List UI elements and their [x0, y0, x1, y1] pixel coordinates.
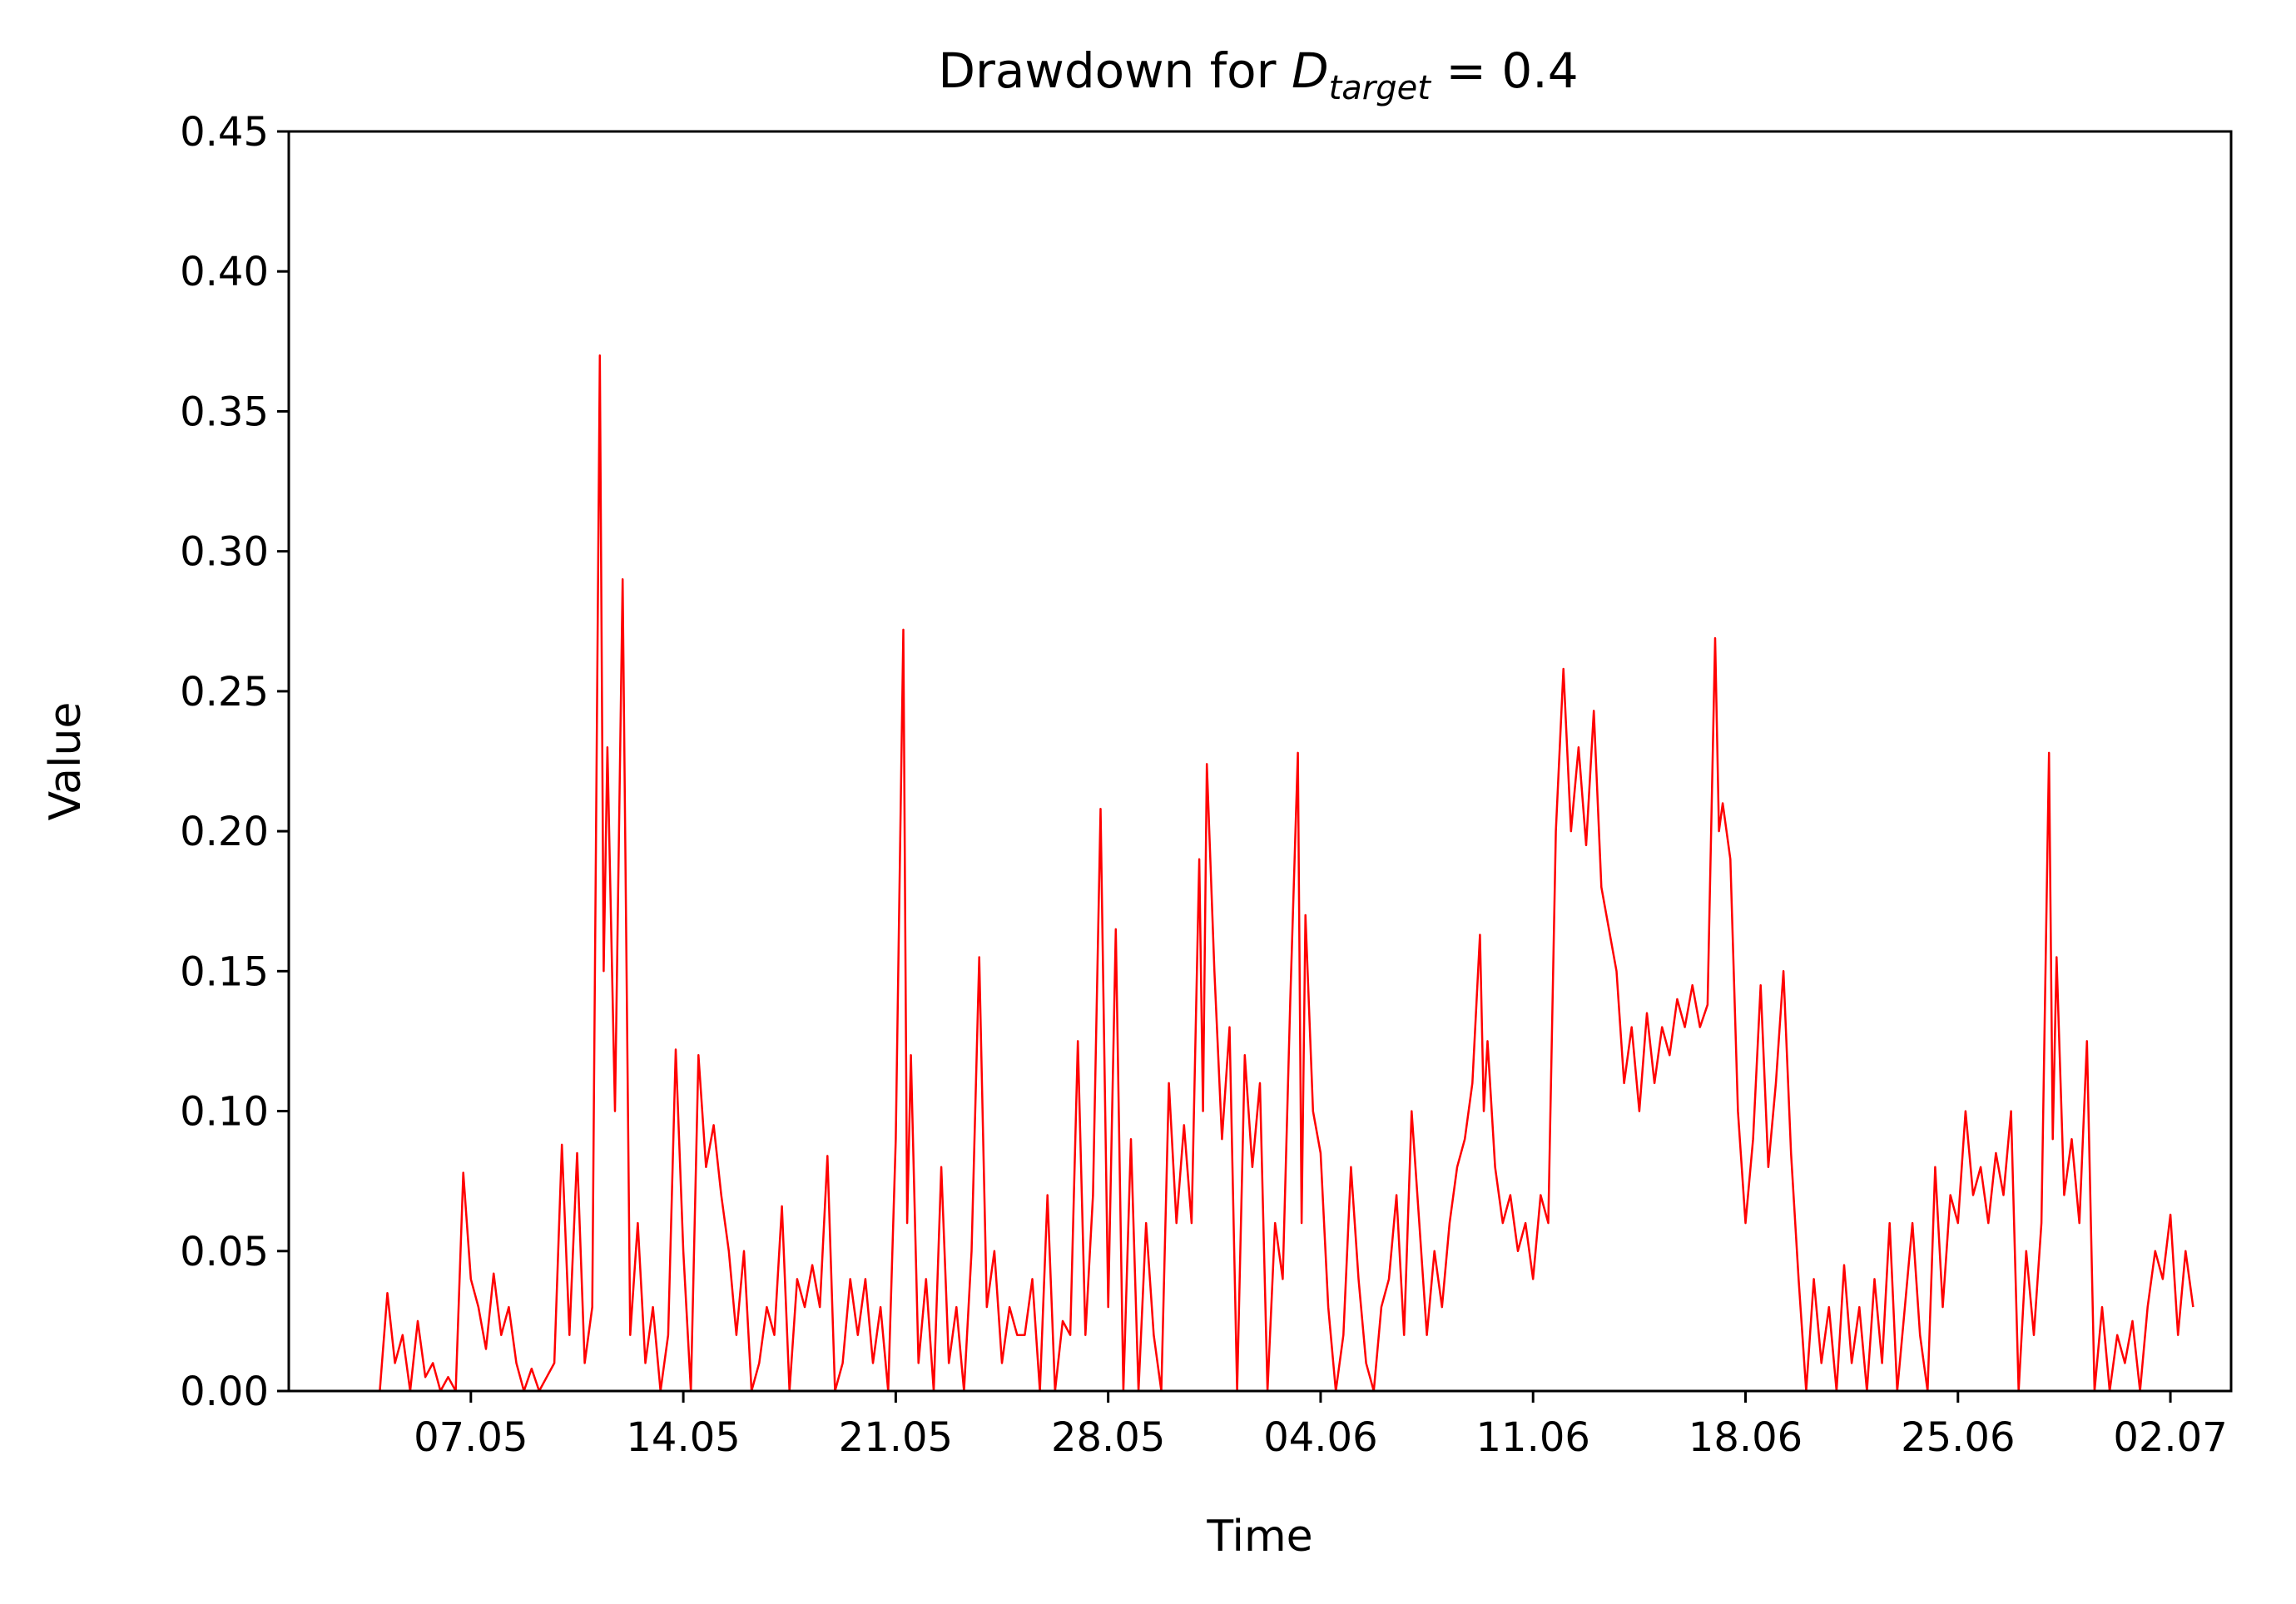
chart-title: Drawdown for Dtarget = 0.4	[938, 42, 1578, 107]
y-tick-label: 0.45	[180, 109, 269, 156]
x-tick-label: 11.06	[1476, 1414, 1590, 1461]
x-axis: 07.05 14.05 21.05 28.05 04.06 11.06 18.06 25.06…	[414, 1391, 2228, 1461]
y-tick-label: 0.10	[180, 1089, 269, 1136]
y-tick-label: 0.25	[180, 669, 269, 715]
y-tick-label: 0.20	[180, 809, 269, 855]
y-tick-label: 0.05	[180, 1229, 269, 1275]
x-tick-label: 02.07	[2113, 1414, 2227, 1461]
y-axis: 0.00 0.05 0.10 0.15 0.20 0.25 0.30 0.35 0.40 0.45	[180, 109, 289, 1415]
title-suffix: = 0.4	[1431, 42, 1579, 99]
x-tick-label: 21.05	[839, 1414, 953, 1461]
series-layer	[379, 354, 2194, 1391]
y-tick-label: 0.30	[180, 529, 269, 576]
x-tick-label: 07.05	[414, 1414, 528, 1461]
x-tick-label: 18.06	[1689, 1414, 1803, 1461]
title-symbol: D	[1292, 42, 1329, 99]
y-tick-label: 0.15	[180, 948, 269, 995]
y-tick-label: 0.00	[180, 1369, 269, 1415]
x-tick-label: 04.06	[1263, 1414, 1377, 1461]
series-line-0	[379, 354, 2194, 1391]
y-axis-label: Value	[41, 702, 91, 821]
y-tick-label: 0.40	[180, 249, 269, 295]
x-axis-label: Time	[1206, 1512, 1312, 1562]
x-tick-label: 14.05	[626, 1414, 740, 1461]
title-subscript: target	[1329, 69, 1432, 107]
y-tick-label: 0.35	[180, 389, 269, 435]
title-prefix: Drawdown for	[938, 42, 1292, 99]
plot-frame	[287, 130, 2233, 1393]
x-tick-label: 25.06	[1901, 1414, 2015, 1461]
x-tick-label: 28.05	[1051, 1414, 1165, 1461]
